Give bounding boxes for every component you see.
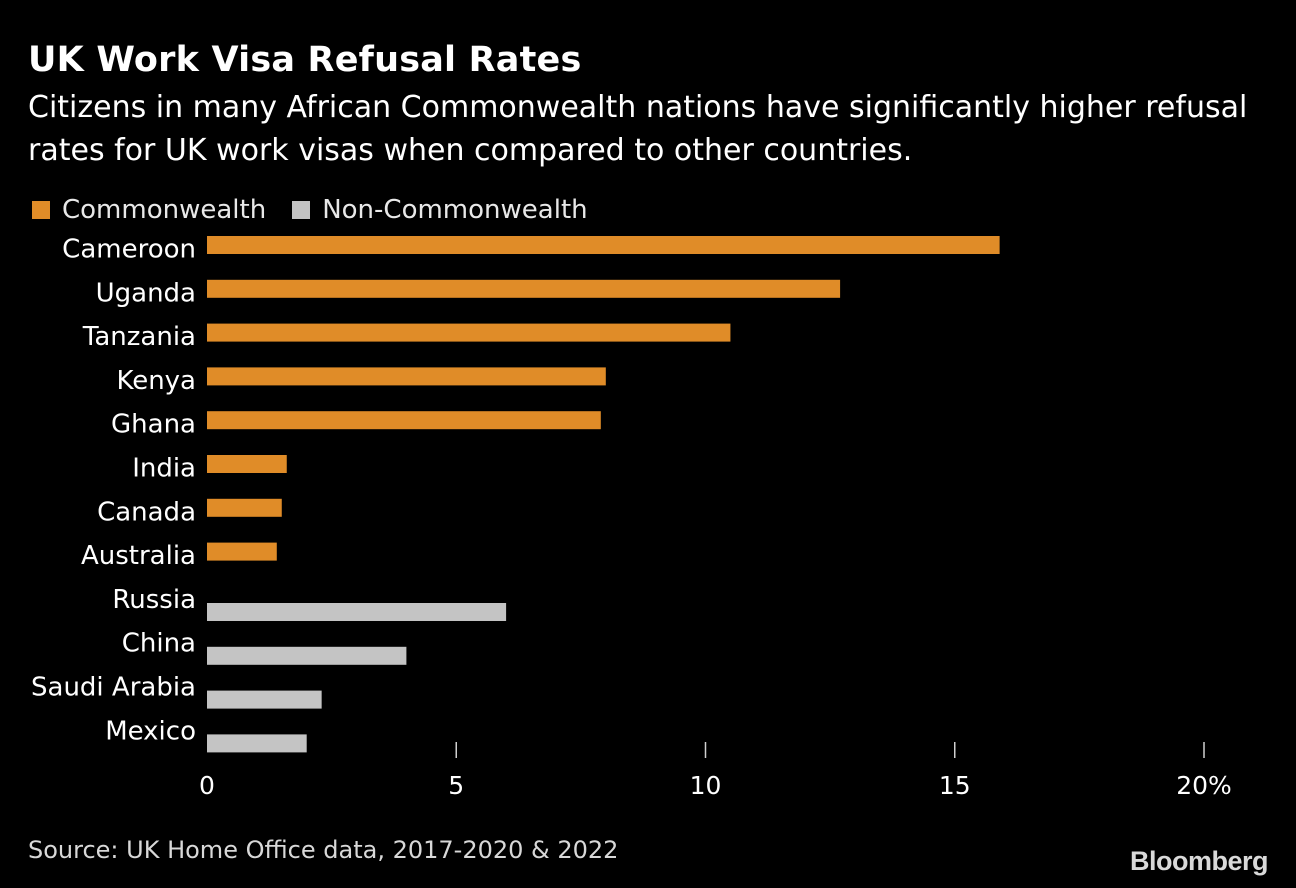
bar-australia [207, 542, 277, 561]
category-label-russia: Russia [112, 585, 196, 615]
category-label-uganda: Uganda [96, 278, 196, 308]
bar-tanzania [207, 323, 731, 342]
source-note: Source: UK Home Office data, 2017-2020 &… [28, 836, 619, 864]
category-label-china: China [122, 629, 196, 659]
category-label-canada: Canada [97, 497, 196, 527]
bar-ghana [207, 411, 601, 430]
legend-label-commonwealth: Commonwealth [62, 195, 267, 225]
category-label-tanzania: Tanzania [82, 322, 196, 352]
bar-kenya [207, 367, 606, 386]
bar-saudi-arabia [207, 690, 322, 709]
legend-label-non-commonwealth: Non-Commonwealth [322, 195, 588, 225]
x-tick-label-10: 10 [690, 771, 722, 800]
legend-swatch-commonwealth [32, 201, 50, 219]
x-tick-label-20: 20% [1176, 771, 1232, 800]
bar-russia [207, 603, 507, 621]
legend-swatch-non-commonwealth [292, 201, 311, 219]
chart-subtitle: Citizens in many African Commonwealth na… [28, 90, 1248, 168]
bloomberg-logo: Bloomberg [1129, 846, 1269, 876]
legend-item-commonwealth: Commonwealth [32, 195, 266, 225]
legend: Commonwealth Non-Commonwealth [32, 194, 614, 226]
category-label-australia: Australia [81, 541, 196, 571]
category-label-saudi-arabia: Saudi Arabia [31, 673, 196, 703]
chart-title: UK Work Visa Refusal Rates [28, 40, 582, 80]
category-label-india: India [132, 454, 196, 484]
bar-cameroon [207, 236, 1000, 254]
bar-china [207, 646, 407, 665]
legend-item-non-commonwealth: Non-Commonwealth [292, 195, 588, 225]
bar-uganda [207, 279, 841, 298]
bar-india [207, 455, 287, 473]
category-label-ghana: Ghana [111, 410, 196, 440]
category-label-kenya: Kenya [116, 366, 196, 396]
category-label-cameroon: Cameroon [62, 235, 196, 265]
category-label-mexico: Mexico [105, 716, 196, 746]
bar-mexico [207, 734, 307, 753]
x-tick-label-15: 15 [939, 771, 971, 800]
bar-canada [207, 498, 282, 517]
x-tick-label-5: 5 [448, 771, 464, 800]
x-tick-label-0: 0 [199, 771, 215, 800]
